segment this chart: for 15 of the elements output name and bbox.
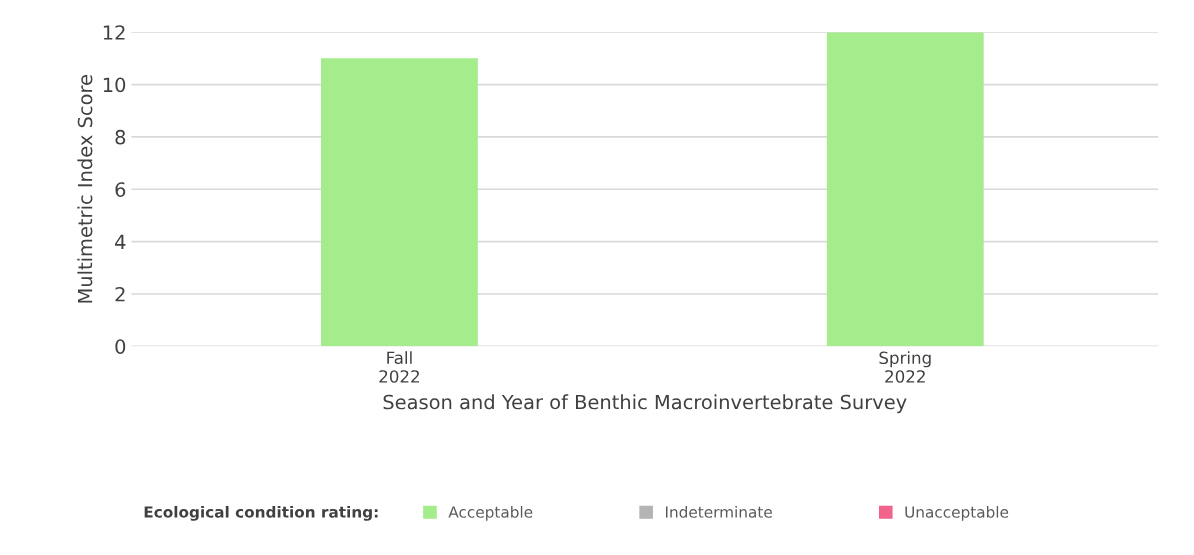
y-tick-label: 2 — [115, 286, 125, 302]
y-tick-label: 0 — [115, 339, 126, 354]
y-tick-label: 10 — [103, 77, 126, 93]
y-axis-title: Multimetric Index Score — [77, 75, 93, 303]
x-axis-title: Season and Year of Benthic Macroinvertebrate Survey — [383, 394, 907, 414]
legend-label: Acceptable — [448, 505, 533, 521]
legend-label: Unacceptable — [905, 505, 1009, 521]
x-tick-label: Fall 2022 — [379, 351, 419, 383]
y-tick-label: 4 — [115, 234, 126, 249]
legend-label: Indeterminate — [665, 505, 772, 518]
y-tick-label: 8 — [115, 129, 126, 145]
x-tick-label: Spring 2022 — [879, 351, 931, 383]
legend-title: Ecological condition rating: — [144, 505, 378, 521]
y-tick-label: 6 — [115, 182, 126, 197]
y-tick-label: 12 — [103, 25, 125, 40]
